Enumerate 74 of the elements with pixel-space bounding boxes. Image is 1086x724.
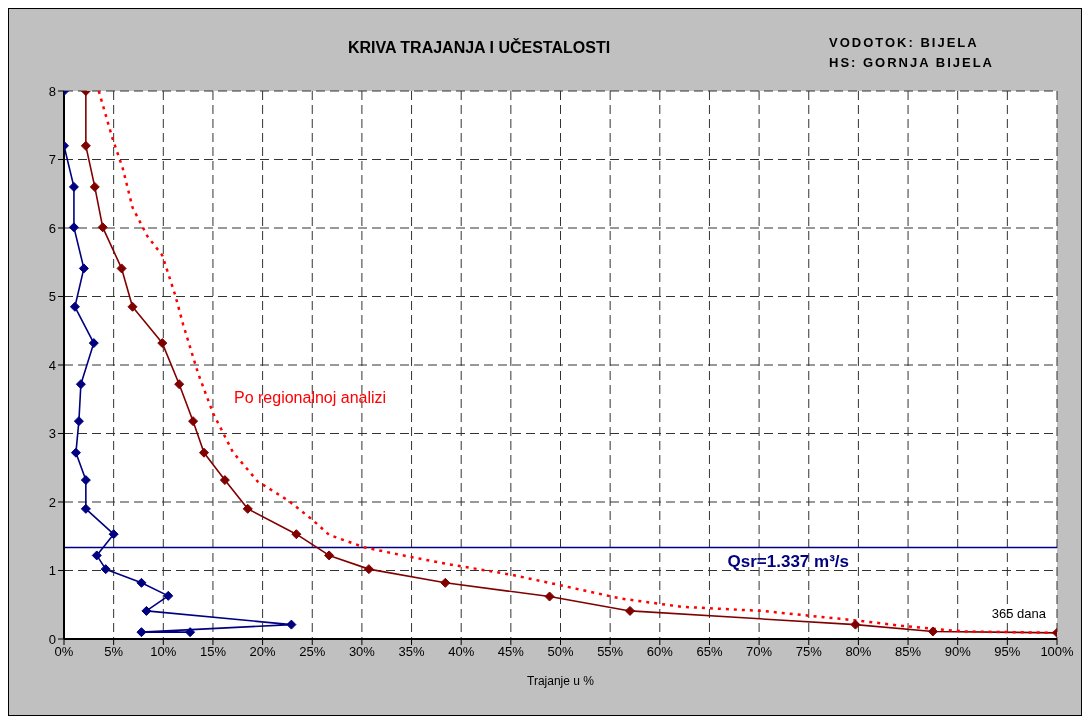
point [88, 338, 99, 349]
y-tick-label: 8 [48, 83, 56, 99]
point [185, 627, 196, 638]
point [73, 416, 84, 427]
point [80, 503, 91, 514]
point [199, 447, 210, 458]
point [136, 577, 147, 588]
point [242, 503, 253, 514]
point [219, 475, 230, 486]
point [363, 564, 374, 575]
y-tick-label: 6 [48, 220, 56, 236]
x-tick-label: 5% [104, 644, 124, 660]
point [127, 301, 138, 312]
x-tick-label: 45% [497, 644, 525, 660]
x-tick-label: 100% [1040, 644, 1075, 660]
point [136, 627, 147, 638]
point [91, 550, 102, 561]
y-tick-label: 4 [48, 357, 56, 373]
y-tick-label: 7 [48, 152, 56, 168]
ref-line-label: Qsr=1.337 m³/s [727, 552, 849, 572]
point [188, 416, 199, 427]
point [116, 263, 127, 274]
point [69, 301, 80, 312]
x-tick-label: 35% [398, 644, 425, 660]
x-tick-label: 50% [547, 644, 574, 660]
x-tick-label: 60% [646, 644, 674, 660]
point [97, 222, 108, 233]
y-tick-label: 5 [48, 289, 56, 305]
point [68, 181, 79, 192]
x-tick-label: 25% [299, 644, 326, 660]
x-tick-label: 55% [597, 644, 624, 660]
point [89, 181, 100, 192]
y-tick-label: 1 [48, 563, 56, 579]
point [927, 626, 938, 637]
point [157, 338, 168, 349]
x-tick-label: 80% [845, 644, 872, 660]
point [108, 529, 119, 540]
x-tick-label: 20% [249, 644, 277, 660]
x-tick-label: 15% [199, 644, 227, 660]
point [850, 619, 861, 630]
point [174, 379, 185, 390]
x-tick-label: 85% [895, 644, 922, 660]
x-tick-label: 65% [696, 644, 723, 660]
point [625, 605, 636, 616]
x-tick-label: 95% [994, 644, 1021, 660]
point [163, 590, 174, 601]
y-tick-label: 2 [48, 494, 56, 510]
x-tick-label: 75% [795, 644, 823, 660]
x-tick-label: 90% [944, 644, 972, 660]
point [324, 550, 335, 561]
annotation: Po regionalnoj analizi [234, 389, 387, 407]
point [68, 222, 79, 233]
x-tick-label: 0% [54, 644, 74, 660]
point [100, 564, 111, 575]
x-tick-label: 10% [150, 644, 177, 660]
text: HS: GORNJA BIJELA [829, 54, 994, 72]
text: VODOTOK: BIJELA [829, 34, 980, 52]
point [70, 447, 81, 458]
point [440, 577, 451, 588]
x-tick-label: 70% [746, 644, 773, 660]
point [78, 263, 89, 274]
x-tick-label: 40% [448, 644, 475, 660]
x-axis-title: Trajanje u % [527, 674, 595, 688]
y-tick-label: 0 [48, 631, 56, 647]
point [80, 140, 91, 151]
point [141, 605, 152, 616]
point [75, 379, 86, 390]
point [286, 619, 297, 630]
y-tick-label: 3 [48, 426, 56, 442]
point [544, 591, 555, 602]
x-tick-label: 30% [348, 644, 376, 660]
chart-title: KRIVA TRAJANJA I UČESTALOSTI [347, 39, 611, 56]
point [291, 529, 302, 540]
point [80, 475, 91, 486]
